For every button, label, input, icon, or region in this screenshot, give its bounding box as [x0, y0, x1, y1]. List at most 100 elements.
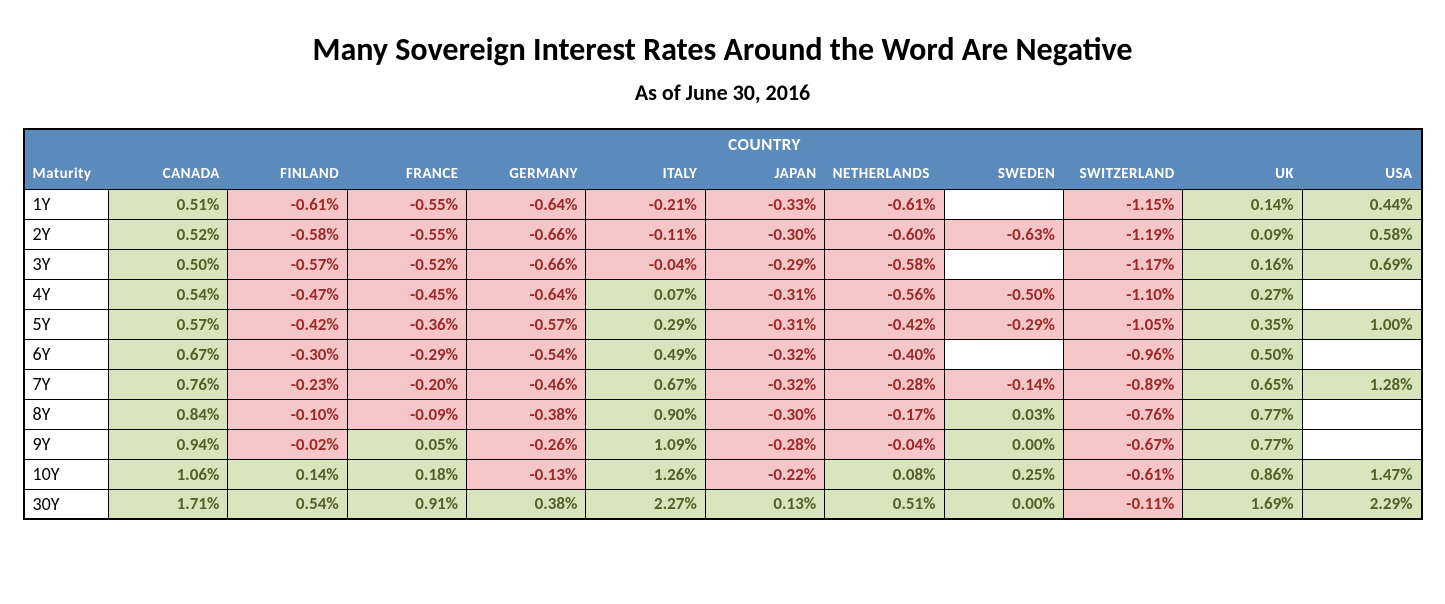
rate-cell: -0.09% [347, 399, 466, 429]
rate-cell: 0.65% [1183, 369, 1302, 399]
rate-cell: -0.47% [228, 279, 347, 309]
rate-cell: -0.23% [228, 369, 347, 399]
rate-cell: 0.08% [825, 459, 944, 489]
maturity-cell: 4Y [24, 279, 109, 309]
maturity-cell: 30Y [24, 489, 109, 519]
rate-cell: -0.89% [1063, 369, 1182, 399]
rate-cell: -0.13% [467, 459, 586, 489]
rate-cell: -1.19% [1063, 219, 1182, 249]
rate-cell: -0.30% [228, 339, 347, 369]
rate-cell: 1.06% [109, 459, 228, 489]
rate-cell [944, 189, 1063, 219]
rate-cell: 0.05% [347, 429, 466, 459]
rate-cell: 0.58% [1302, 219, 1421, 249]
rate-cell: 0.51% [109, 189, 228, 219]
rate-cell: -0.33% [705, 189, 824, 219]
rate-cell: -0.96% [1063, 339, 1182, 369]
maturity-cell: 6Y [24, 339, 109, 369]
chart-subtitle: As of June 30, 2016 [23, 79, 1423, 106]
rate-cell [1302, 339, 1421, 369]
rate-cell: 0.54% [228, 489, 347, 519]
rate-cell: 0.27% [1183, 279, 1302, 309]
rate-cell: 0.91% [347, 489, 466, 519]
rate-cell: 1.26% [586, 459, 705, 489]
table-head: COUNTRY Maturity CANADAFINLANDFRANCEGERM… [24, 129, 1422, 189]
rate-cell: 0.51% [825, 489, 944, 519]
rate-cell: 0.86% [1183, 459, 1302, 489]
rate-cell: -0.45% [347, 279, 466, 309]
table-row: 9Y0.94%-0.02%0.05%-0.26%1.09%-0.28%-0.04… [24, 429, 1422, 459]
table-row: 3Y0.50%-0.57%-0.52%-0.66%-0.04%-0.29%-0.… [24, 249, 1422, 279]
rate-cell: 0.67% [586, 369, 705, 399]
rate-cell [944, 249, 1063, 279]
rate-cell: 1.69% [1183, 489, 1302, 519]
rate-cell: -0.17% [825, 399, 944, 429]
rate-cell: -0.28% [825, 369, 944, 399]
rate-cell: -0.58% [825, 249, 944, 279]
rate-cell: -0.21% [586, 189, 705, 219]
rate-cell: 0.07% [586, 279, 705, 309]
rate-cell: -0.58% [228, 219, 347, 249]
rate-cell: -0.14% [944, 369, 1063, 399]
rate-cell: -0.32% [705, 339, 824, 369]
rate-cell: -0.67% [1063, 429, 1182, 459]
rate-cell: 0.76% [109, 369, 228, 399]
rate-cell: 0.50% [109, 249, 228, 279]
table-row: 30Y1.71%0.54%0.91%0.38%2.27%0.13%0.51%0.… [24, 489, 1422, 519]
rate-cell: 1.28% [1302, 369, 1421, 399]
rate-cell: -0.20% [347, 369, 466, 399]
maturity-cell: 1Y [24, 189, 109, 219]
header-maturity: Maturity [24, 159, 109, 189]
rate-cell: -0.63% [944, 219, 1063, 249]
header-finland: FINLAND [228, 159, 347, 189]
rate-cell: 0.13% [705, 489, 824, 519]
rate-cell: 0.14% [1183, 189, 1302, 219]
header-italy: ITALY [586, 159, 705, 189]
rate-cell: -0.29% [944, 309, 1063, 339]
rate-cell: -0.10% [228, 399, 347, 429]
rate-cell: -0.30% [705, 399, 824, 429]
rate-cell: -0.11% [586, 219, 705, 249]
rate-cell: 0.14% [228, 459, 347, 489]
rate-cell: -0.46% [467, 369, 586, 399]
rate-cell: -0.04% [825, 429, 944, 459]
rate-cell: 0.77% [1183, 429, 1302, 459]
rate-cell: 0.03% [944, 399, 1063, 429]
rate-cell: -0.40% [825, 339, 944, 369]
rate-cell: -0.31% [705, 279, 824, 309]
rate-cell: 2.27% [586, 489, 705, 519]
rate-cell: 0.16% [1183, 249, 1302, 279]
rate-cell: -0.42% [228, 309, 347, 339]
rate-cell: -0.32% [705, 369, 824, 399]
rate-cell: -1.15% [1063, 189, 1182, 219]
maturity-cell: 5Y [24, 309, 109, 339]
rate-cell: 0.18% [347, 459, 466, 489]
header-japan: JAPAN [705, 159, 824, 189]
rate-cell: 0.90% [586, 399, 705, 429]
rate-cell: 1.09% [586, 429, 705, 459]
rate-cell [1302, 279, 1421, 309]
table-row: 4Y0.54%-0.47%-0.45%-0.64%0.07%-0.31%-0.5… [24, 279, 1422, 309]
rate-cell: -0.30% [705, 219, 824, 249]
rate-cell: 0.25% [944, 459, 1063, 489]
rate-cell: 0.52% [109, 219, 228, 249]
header-netherlands: NETHERLANDS [825, 159, 944, 189]
chart-title: Many Sovereign Interest Rates Around the… [23, 30, 1423, 69]
header-sweden: SWEDEN [944, 159, 1063, 189]
header-france: FRANCE [347, 159, 466, 189]
rate-cell: -0.26% [467, 429, 586, 459]
rate-cell: -0.56% [825, 279, 944, 309]
rate-cell: -0.61% [228, 189, 347, 219]
table-row: 7Y0.76%-0.23%-0.20%-0.46%0.67%-0.32%-0.2… [24, 369, 1422, 399]
rate-cell: 0.09% [1183, 219, 1302, 249]
rate-cell: 0.77% [1183, 399, 1302, 429]
table-row: 1Y0.51%-0.61%-0.55%-0.64%-0.21%-0.33%-0.… [24, 189, 1422, 219]
rate-cell: -0.29% [705, 249, 824, 279]
maturity-cell: 10Y [24, 459, 109, 489]
rate-cell: -0.02% [228, 429, 347, 459]
rate-cell: 1.47% [1302, 459, 1421, 489]
header-blank [24, 129, 109, 159]
rate-cell: -0.28% [705, 429, 824, 459]
table-row: 6Y0.67%-0.30%-0.29%-0.54%0.49%-0.32%-0.4… [24, 339, 1422, 369]
rate-cell: 0.44% [1302, 189, 1421, 219]
